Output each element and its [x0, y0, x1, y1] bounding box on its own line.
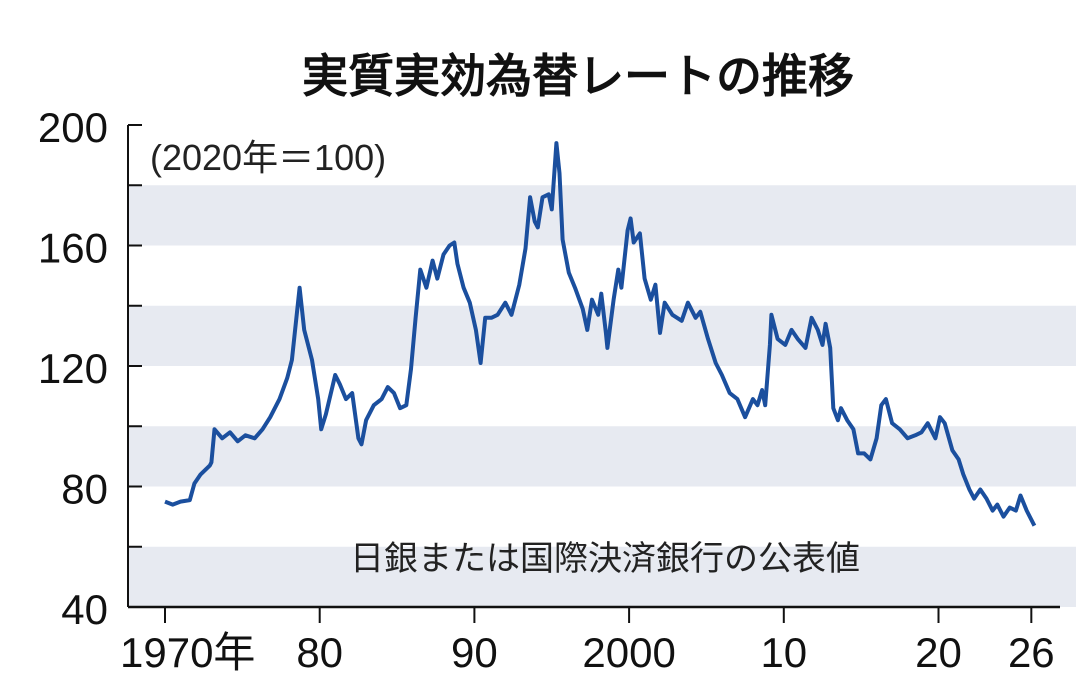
grid-band [128, 185, 1076, 246]
grid-band [128, 546, 1076, 607]
series-line [164, 141, 1037, 527]
x-tick-label: 20 [915, 629, 962, 676]
y-tick-label: 200 [38, 104, 108, 151]
y-tick-label: 120 [38, 345, 108, 392]
y-tick-label: 40 [61, 586, 108, 633]
x-tick-label: 80 [296, 629, 343, 676]
x-tick-label: 26 [1008, 629, 1055, 676]
axes [127, 124, 1060, 623]
y-tick-labels: 200 160 120 80 40 [38, 104, 108, 633]
x-tick-label: 2000 [582, 629, 675, 676]
y-tick-label: 80 [61, 466, 108, 513]
chart-title: 実質実効為替レートの推移 [302, 50, 854, 102]
source-note: 日銀または国際決済銀行の公表値 [350, 540, 860, 578]
grid-band [128, 426, 1076, 487]
grid-bands [128, 185, 1076, 607]
x-tick-label: 90 [451, 629, 498, 676]
x-tick-label: 10 [760, 629, 807, 676]
x-tick-label: 1970年 [120, 629, 255, 676]
x-tick-labels: 1970年 80 90 2000 10 20 26 [120, 629, 1055, 676]
unit-note: (2020年＝100) [150, 137, 386, 178]
y-tick-label: 160 [38, 225, 108, 272]
